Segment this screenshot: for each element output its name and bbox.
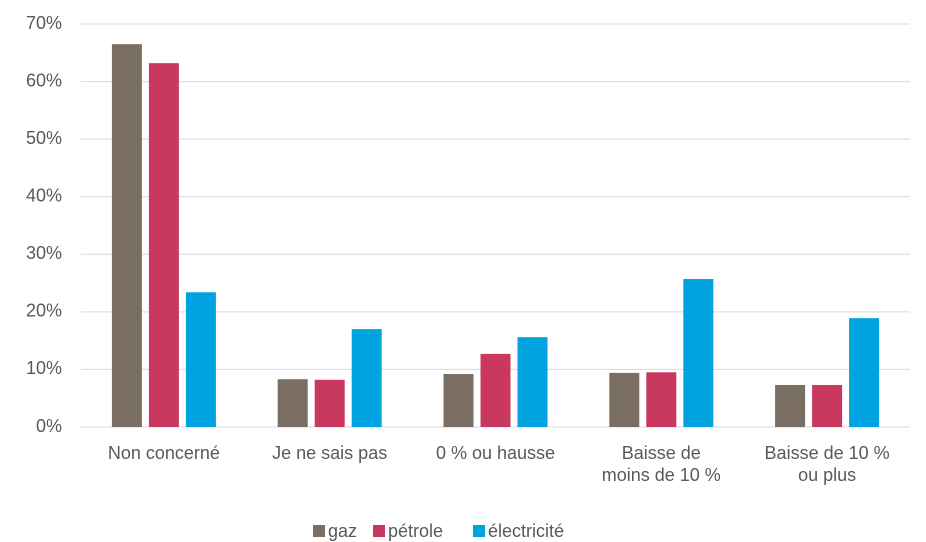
bar xyxy=(480,353,511,427)
legend-label: gaz xyxy=(328,521,357,541)
bar xyxy=(277,379,308,427)
y-tick-label: 30% xyxy=(26,243,62,263)
bar xyxy=(683,279,714,427)
y-tick-label: 20% xyxy=(26,301,62,321)
bar xyxy=(351,329,382,427)
bar xyxy=(185,292,216,427)
x-tick-label: Je ne sais pas xyxy=(272,443,388,463)
bar xyxy=(111,44,142,428)
bar xyxy=(517,337,548,427)
y-tick-label: 10% xyxy=(26,358,62,378)
y-tick-label: 0% xyxy=(36,416,62,436)
x-tick-label: Baisse de 10 % ou plus xyxy=(764,443,890,485)
bar xyxy=(775,384,806,427)
bar xyxy=(148,63,179,428)
legend-label: pétrole xyxy=(388,521,443,541)
x-tick-label: 0 % ou hausse xyxy=(435,443,556,463)
legend-swatch xyxy=(373,525,385,537)
x-tick-label: Non concerné xyxy=(107,443,220,463)
x-tick-label: Baisse de moins de 10 % xyxy=(601,443,721,485)
y-tick-label: 50% xyxy=(26,128,62,148)
bar xyxy=(646,372,677,427)
bar xyxy=(812,384,843,427)
bar xyxy=(609,372,640,427)
legend-swatch xyxy=(473,525,485,537)
y-tick-label: 60% xyxy=(26,70,62,90)
legend-label: électricité xyxy=(488,521,564,541)
y-tick-label: 40% xyxy=(26,185,62,205)
bar xyxy=(314,379,345,427)
legend-swatch xyxy=(313,525,325,537)
bar xyxy=(443,374,474,427)
bar xyxy=(849,318,880,427)
y-tick-label: 70% xyxy=(26,13,62,33)
